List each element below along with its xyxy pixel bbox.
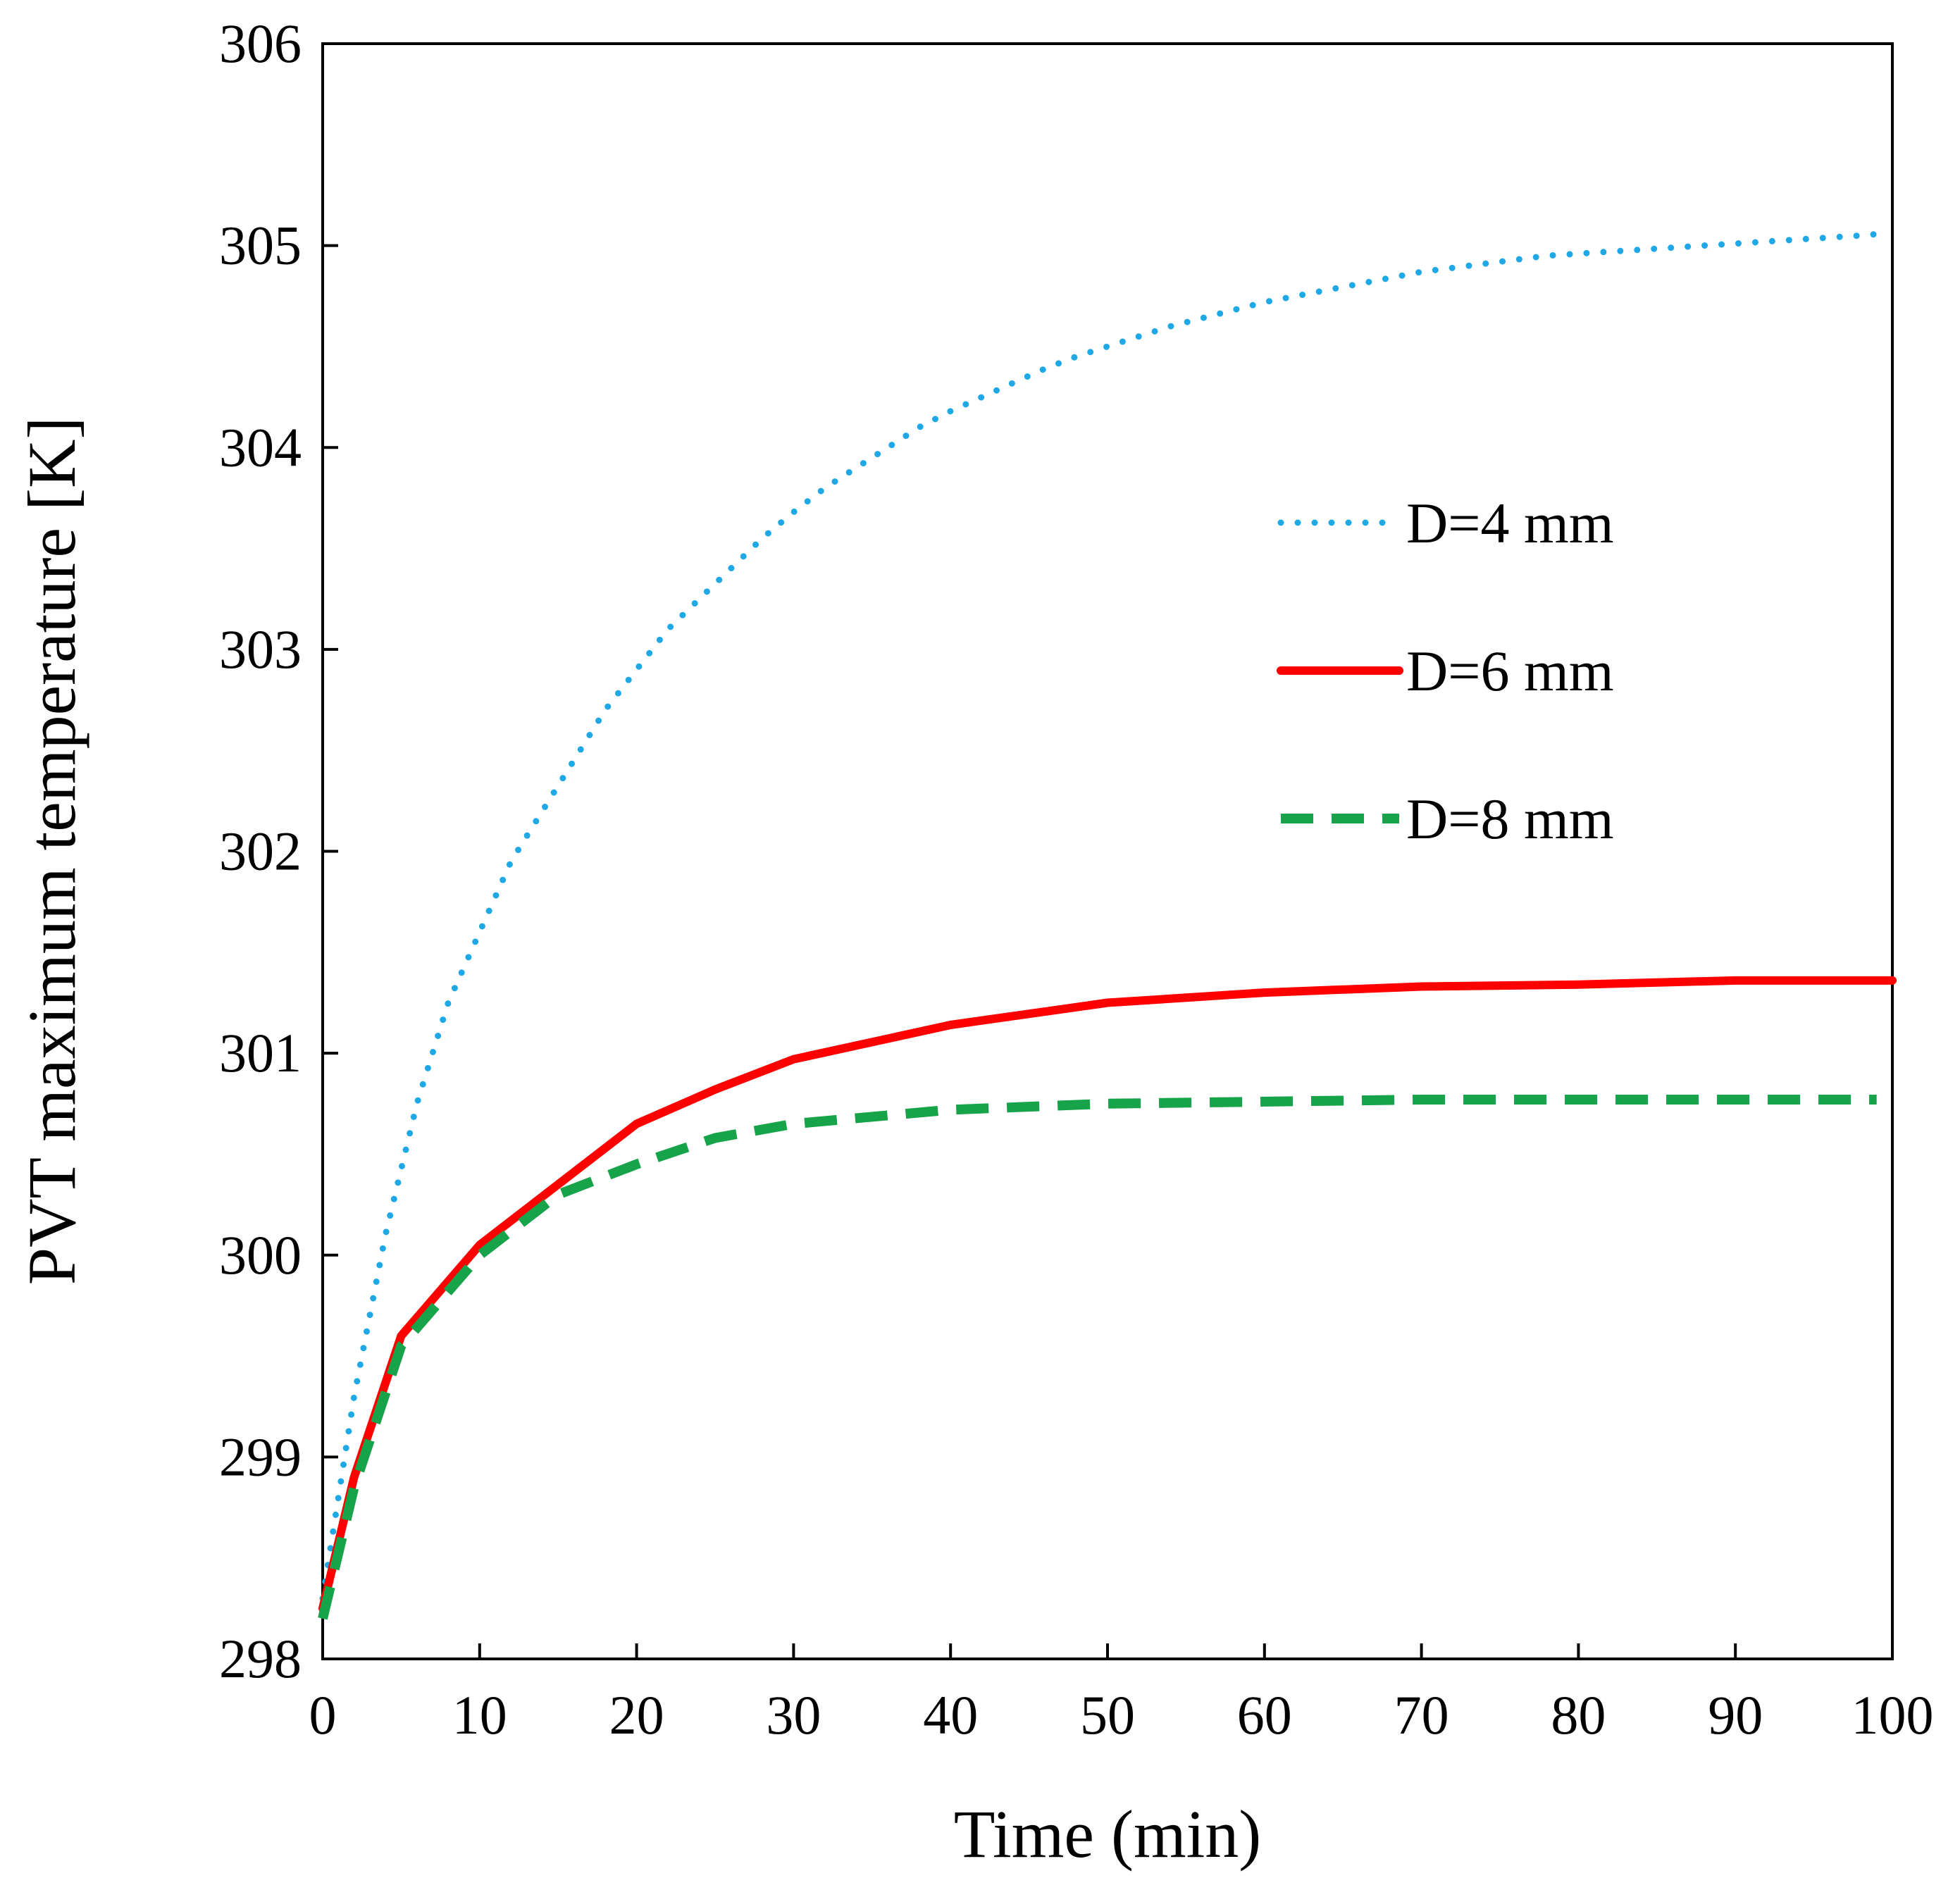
y-tick-label: 306	[219, 13, 302, 74]
x-axis-title: Time (min)	[954, 1796, 1262, 1872]
series	[318, 230, 1897, 1620]
x-tick-label: 30	[766, 1684, 821, 1746]
x-tick-label: 70	[1394, 1684, 1449, 1746]
x-tick-label: 60	[1237, 1684, 1292, 1746]
series-line-3	[318, 1095, 1877, 1620]
x-tick-label: 100	[1852, 1684, 1934, 1746]
x-tick-label: 10	[452, 1684, 507, 1746]
legend-label-3: D=8 mm	[1406, 787, 1614, 851]
x-tick-label: 80	[1551, 1684, 1606, 1746]
y-tick-label: 299	[219, 1426, 302, 1487]
y-tick-label: 303	[219, 618, 302, 680]
x-tick-label: 90	[1708, 1684, 1763, 1746]
series-line-1	[319, 230, 1888, 1602]
x-tick-label: 20	[609, 1684, 664, 1746]
series-line-2	[318, 976, 1897, 1613]
y-tick-label: 302	[219, 821, 302, 882]
legend: D=4 mm D=6 mm D=8 mm	[1277, 491, 1614, 851]
x-tick-label: 0	[309, 1684, 337, 1746]
legend-label-2: D=6 mm	[1406, 639, 1614, 703]
legend-label-1: D=4 mm	[1406, 491, 1614, 555]
x-tick-label: 40	[923, 1684, 978, 1746]
y-tick-label: 301	[219, 1022, 302, 1083]
y-tick-label: 305	[219, 215, 302, 276]
y-tick-label: 300	[219, 1224, 302, 1286]
ticks: 0 10 20 30 40 50 60 70 80 90 100 298 299 300 301 302 303…	[219, 13, 1934, 1746]
y-tick-label: 298	[219, 1628, 302, 1689]
y-axis-title: PVT maximum temperature [K]	[14, 417, 89, 1286]
y-tick-label: 304	[219, 416, 302, 478]
plot-frame	[321, 42, 1894, 1660]
x-tick-label: 50	[1080, 1684, 1135, 1746]
